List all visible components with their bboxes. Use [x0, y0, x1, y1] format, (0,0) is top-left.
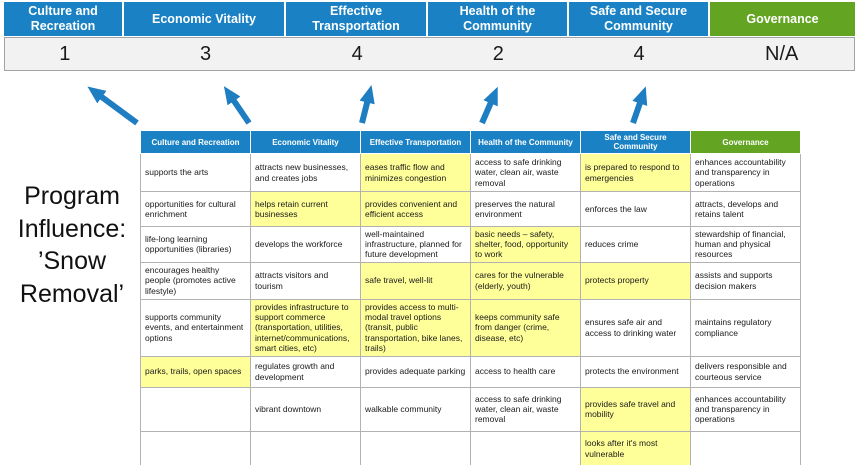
- summary-header-effective-transportation: Effective Transportation: [286, 2, 428, 36]
- matrix-row-1: supports the arts attracts new businesses…: [140, 153, 801, 192]
- matrix-header-health-of-the-community: Health of the Community: [470, 130, 581, 154]
- summary-score-health-of-the-community: 2: [492, 42, 504, 65]
- matrix-header-governance: Governance: [690, 130, 801, 154]
- matrix-cell-r2c5: enforces the law: [580, 191, 691, 227]
- summary-header-governance: Governance: [710, 2, 855, 36]
- matrix-cell-r5c2: provides infrastructure to support comme…: [250, 298, 361, 357]
- summary-score-band: 1 3 4 2 4 N/A: [4, 37, 855, 71]
- summary-header-culture-and-recreation: Culture and Recreation: [4, 2, 124, 36]
- matrix-cell-r5c5: ensures safe air and access to drinking …: [580, 298, 691, 357]
- matrix-row-8: looks after it's most vulnerable: [140, 430, 801, 465]
- matrix-cell-r8c4: [470, 430, 581, 465]
- summary-score-culture-and-recreation: 1: [59, 42, 71, 65]
- matrix-cell-r7c5: provides safe travel and mobility: [580, 386, 691, 432]
- influence-matrix-container: Culture and Recreation Economic Vitality E…: [140, 130, 801, 465]
- matrix-header-effective-transportation: Effective Transportation: [360, 130, 471, 154]
- score-arrows: [87, 85, 648, 126]
- matrix-header-row: Culture and Recreation Economic Vitality E…: [140, 130, 801, 154]
- matrix-cell-r1c4: access to safe drinking water, clean air…: [470, 153, 581, 192]
- matrix-cell-r7c2: vibrant downtown: [250, 386, 361, 432]
- matrix-cell-r3c2: develops the workforce: [250, 226, 361, 263]
- matrix-cell-r1c6: enhances accountability and transparency…: [690, 153, 801, 192]
- page-title: Program Influence: ’Snow Removal’: [17, 182, 127, 308]
- matrix-cell-r2c4: preserves the natural environment: [470, 191, 581, 227]
- matrix-cell-r6c5: protects the environment: [580, 355, 691, 388]
- summary-score-safe-and-secure-community: 4: [633, 42, 645, 65]
- influence-matrix: Culture and Recreation Economic Vitality E…: [140, 130, 801, 465]
- arrow-icon-effective-transportation: [359, 85, 375, 124]
- matrix-row-2: opportunities for cultural enrichment hel…: [140, 191, 801, 227]
- matrix-cell-r7c1: [140, 386, 251, 432]
- matrix-cell-r6c4: access to health care: [470, 355, 581, 388]
- matrix-cell-r4c6: assists and supports decision makers: [690, 261, 801, 300]
- matrix-header-culture-and-recreation: Culture and Recreation: [140, 130, 251, 154]
- matrix-cell-r7c3: walkable community: [360, 386, 471, 432]
- matrix-cell-r6c3: provides adequate parking: [360, 355, 471, 388]
- matrix-row-5: supports community events, and entertain…: [140, 298, 801, 357]
- matrix-row-4: encourages healthy people (promotes acti…: [140, 261, 801, 300]
- matrix-header-safe-and-secure-community: Safe and Secure Community: [580, 130, 691, 154]
- matrix-cell-r8c2: [250, 430, 361, 465]
- matrix-cell-r8c1: [140, 430, 251, 465]
- summary-header-row: Culture and Recreation Economic Vitality E…: [4, 2, 855, 36]
- summary-header-economic-vitality: Economic Vitality: [124, 2, 286, 36]
- matrix-cell-r2c3: provides convenient and efficient access: [360, 191, 471, 227]
- arrow-icon-culture-and-recreation: [87, 86, 139, 126]
- summary-score-effective-transportation: 4: [351, 42, 363, 65]
- summary-score-governance: N/A: [765, 42, 799, 65]
- summary-header-health-of-the-community: Health of the Community: [428, 2, 569, 36]
- matrix-cell-r6c2: regulates growth and development: [250, 355, 361, 388]
- matrix-cell-r8c5: looks after it's most vulnerable: [580, 430, 691, 465]
- matrix-cell-r7c4: access to safe drinking water, clean air…: [470, 386, 581, 432]
- matrix-cell-r3c1: life-long learning opportunities (librar…: [140, 226, 251, 263]
- matrix-cell-r5c6: maintains regulatory compliance: [690, 298, 801, 357]
- matrix-cell-r4c4: cares for the vulnerable (elderly, youth…: [470, 261, 581, 300]
- matrix-cell-r4c1: encourages healthy people (promotes acti…: [140, 261, 251, 300]
- matrix-cell-r3c3: well-maintained infrastructure, planned …: [360, 226, 471, 263]
- matrix-cell-r1c1: supports the arts: [140, 153, 251, 192]
- matrix-cell-r2c6: attracts, develops and retains talent: [690, 191, 801, 227]
- matrix-cell-r5c3: provides access to multi-modal travel op…: [360, 298, 471, 357]
- summary-score-economic-vitality: 3: [199, 42, 212, 65]
- matrix-cell-r3c6: stewardship of financial, human and phys…: [690, 226, 801, 263]
- arrow-icon-safe-and-secure-community: [630, 86, 648, 124]
- matrix-cell-r4c3: safe travel, well-lit: [360, 261, 471, 300]
- matrix-row-3: life-long learning opportunities (librar…: [140, 226, 801, 263]
- matrix-cell-r5c4: keeps community safe from danger (crime,…: [470, 298, 581, 357]
- matrix-cell-r1c3: eases traffic flow and minimizes congest…: [360, 153, 471, 192]
- matrix-row-7: vibrant downtown walkable community access…: [140, 386, 801, 432]
- matrix-cell-r6c6: delivers responsible and courteous servi…: [690, 355, 801, 388]
- matrix-cell-r8c6: [690, 430, 801, 465]
- matrix-cell-r2c1: opportunities for cultural enrichment: [140, 191, 251, 227]
- matrix-cell-r5c1: supports community events, and entertain…: [140, 298, 251, 357]
- matrix-cell-r4c2: attracts visitors and tourism: [250, 261, 361, 300]
- matrix-cell-r3c4: basic needs – safety, shelter, food, opp…: [470, 226, 581, 263]
- matrix-cell-r6c1: parks, trails, open spaces: [140, 355, 251, 388]
- matrix-cell-r1c5: is prepared to respond to emergencies: [580, 153, 691, 192]
- matrix-header-economic-vitality: Economic Vitality: [250, 130, 361, 154]
- matrix-cell-r1c2: attracts new businesses, and creates job…: [250, 153, 361, 192]
- matrix-cell-r4c5: protects property: [580, 261, 691, 300]
- arrow-icon-health-of-the-community: [479, 86, 498, 125]
- matrix-cell-r2c2: helps retain current businesses: [250, 191, 361, 227]
- matrix-cell-r8c3: [360, 430, 471, 465]
- matrix-cell-r7c6: enhances accountability and transparency…: [690, 386, 801, 432]
- matrix-cell-r3c5: reduces crime: [580, 226, 691, 263]
- summary-header-safe-and-secure-community: Safe and Secure Community: [569, 2, 710, 36]
- matrix-row-6: parks, trails, open spaces regulates grow…: [140, 355, 801, 388]
- arrow-icon-economic-vitality: [223, 86, 252, 125]
